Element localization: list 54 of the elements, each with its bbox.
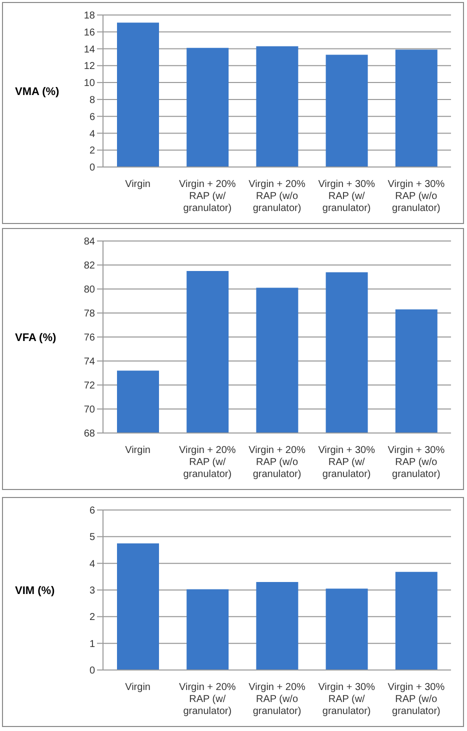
bar — [326, 54, 368, 167]
y-tick-label: 16 — [84, 27, 96, 38]
x-tick-label: Virgin + 20% RAP (w/ granulator) — [179, 445, 236, 480]
x-tick-label: Virgin — [125, 445, 150, 456]
bar — [395, 50, 438, 167]
x-tick-label: Virgin + 30% RAP (w/o granulator) — [388, 445, 445, 480]
x-tick-label: Virgin — [125, 179, 150, 190]
bar — [326, 588, 368, 670]
y-axis-title: VIM (%) — [15, 584, 56, 597]
y-tick-label: 4 — [89, 558, 96, 570]
y-tick-label: 82 — [84, 260, 96, 272]
x-tick-label: Virgin + 30% RAP (w/ granulator) — [318, 179, 376, 214]
x-tick-label: Virgin + 20% RAP (w/o granulator) — [248, 445, 306, 480]
y-tick-label: 4 — [89, 128, 96, 140]
bar — [117, 22, 159, 167]
y-tick-label: 84 — [84, 236, 96, 248]
x-tick-label: Virgin + 30% RAP (w/o granulator) — [388, 682, 445, 717]
x-tick-label: Virgin + 30% RAP (w/ granulator) — [318, 682, 376, 717]
y-tick-label: 0 — [89, 666, 96, 677]
y-tick-label: 8 — [89, 94, 96, 106]
bar — [395, 572, 438, 670]
y-tick-label: 70 — [84, 404, 96, 416]
bar — [256, 46, 298, 167]
bar — [186, 589, 229, 670]
bar — [256, 582, 298, 670]
y-tick-label: 2 — [89, 146, 96, 157]
x-tick-label: Virgin + 30% RAP (w/o granulator) — [388, 179, 445, 214]
y-tick-label: 12 — [84, 61, 96, 72]
x-tick-label: Virgin — [125, 682, 150, 693]
x-tick-label: Virgin + 20% RAP (w/o granulator) — [248, 179, 306, 214]
x-tick-label: Virgin + 20% RAP (w/o granulator) — [248, 682, 306, 717]
bar — [186, 48, 229, 167]
x-tick-label: Virgin + 30% RAP (w/ granulator) — [318, 445, 376, 480]
y-tick-label: 3 — [89, 586, 96, 597]
y-tick-label: 2 — [89, 612, 96, 624]
x-tick-label: Virgin + 20% RAP (w/ granulator) — [179, 682, 236, 717]
y-axis-title: VMA (%) — [15, 86, 60, 98]
y-tick-label: 14 — [84, 44, 96, 56]
y-tick-label: 6 — [89, 112, 96, 123]
y-tick-label: 72 — [84, 380, 96, 392]
bar — [117, 543, 159, 670]
y-tick-label: 0 — [89, 162, 96, 174]
x-tick-label: Virgin + 20% RAP (w/ granulator) — [179, 179, 236, 214]
y-tick-label: 74 — [84, 356, 96, 368]
y-tick-label: 5 — [89, 532, 96, 544]
y-tick-label: 18 — [84, 10, 96, 22]
y-tick-label: 78 — [84, 308, 96, 320]
y-tick-label: 80 — [84, 284, 96, 296]
y-tick-label: 1 — [89, 638, 96, 650]
y-tick-label: 76 — [84, 332, 96, 344]
y-tick-label: 10 — [84, 78, 96, 90]
y-tick-label: 6 — [89, 506, 96, 517]
y-tick-label: 68 — [84, 428, 96, 440]
y-axis-title: VFA (%) — [15, 332, 56, 344]
